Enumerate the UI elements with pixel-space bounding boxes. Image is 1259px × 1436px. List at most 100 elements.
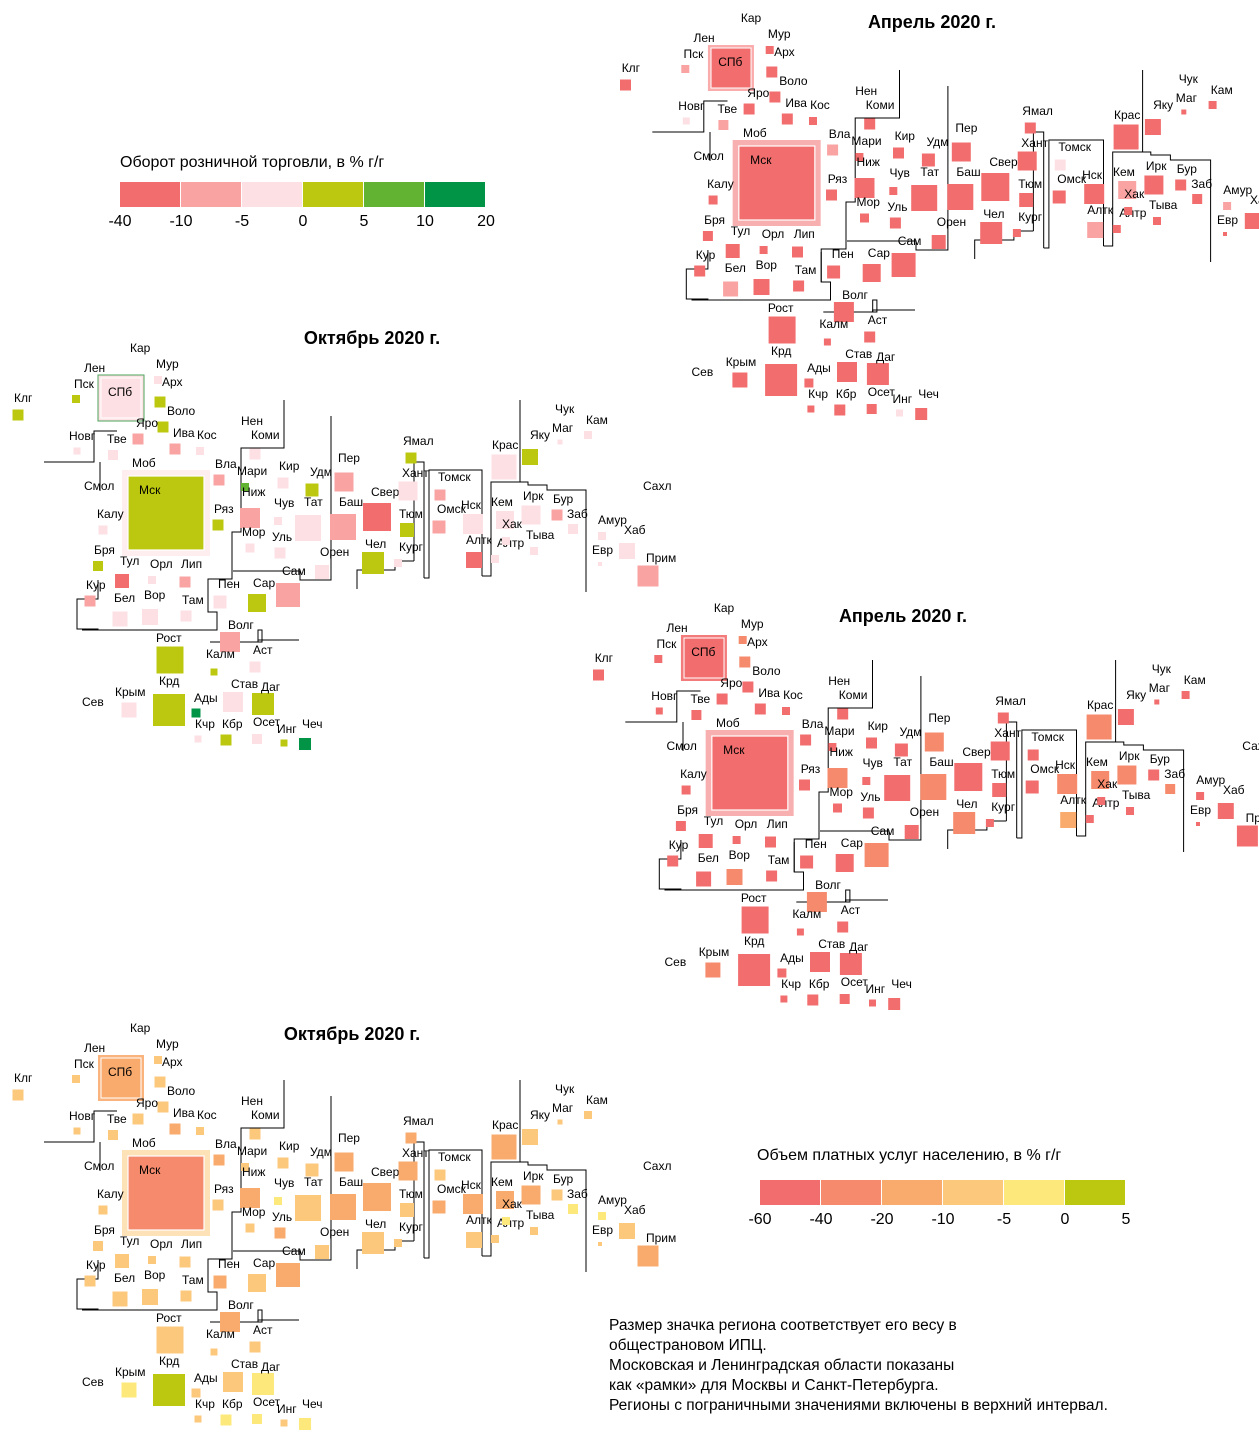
- region-tile: [654, 655, 663, 663]
- region-label: Заб: [1164, 767, 1185, 781]
- region-tile: [142, 1289, 158, 1305]
- region-label: Бел: [725, 261, 746, 275]
- region-label: Сар: [841, 836, 863, 850]
- region-tile: [132, 1113, 144, 1125]
- region-label: Воло: [779, 74, 808, 88]
- legend-swatch: [882, 1180, 942, 1205]
- region-label: Клг: [14, 391, 33, 405]
- region-tile: [1113, 124, 1139, 150]
- region-label: Баш: [339, 1175, 363, 1189]
- region-tile: [1175, 179, 1187, 191]
- region-label: Крас: [1114, 108, 1140, 122]
- region-tile: [400, 523, 414, 537]
- region-border: [1032, 131, 1045, 248]
- region-tile: [522, 1129, 538, 1145]
- region-label: Тыва: [526, 1208, 555, 1222]
- region-tile: [1052, 190, 1066, 204]
- region-label: Бур: [1177, 162, 1197, 176]
- region-tile: [766, 870, 778, 882]
- region-border: [257, 1319, 299, 1322]
- region-label: Кург: [399, 1220, 424, 1234]
- region-border: [207, 582, 263, 643]
- region-tile: [889, 187, 898, 195]
- legend-tick: 0: [299, 213, 308, 230]
- region-label: Там: [795, 263, 817, 277]
- region-label: Бур: [553, 1172, 573, 1186]
- region-tile: [710, 47, 752, 89]
- region-tile: [765, 46, 774, 54]
- region-label: Ирк: [523, 1169, 544, 1183]
- region-border: [793, 842, 851, 903]
- region-label: Уль: [272, 530, 292, 544]
- region-border: [691, 70, 900, 301]
- region-label: Прим: [646, 1231, 676, 1245]
- region-label: Калу: [680, 767, 707, 781]
- region-label: Тул: [120, 554, 139, 568]
- region-label: Омск: [437, 502, 467, 516]
- region-tile: [985, 819, 994, 827]
- region-tile: [1192, 194, 1203, 204]
- region-label: Тат: [920, 165, 939, 179]
- region-label: Кур: [86, 1258, 106, 1272]
- region-label: Волг: [842, 288, 868, 302]
- legend-tick: 5: [1122, 1211, 1131, 1228]
- region-tile: [893, 147, 904, 159]
- region-tile: [12, 409, 24, 421]
- region-label: Хаб: [1223, 783, 1245, 797]
- region-label: Крас: [492, 438, 518, 452]
- region-tile: [463, 1194, 483, 1214]
- region-tile: [732, 372, 748, 388]
- region-label: Кир: [279, 459, 300, 473]
- region-label: Алтк: [1060, 793, 1087, 807]
- legend-swatch: [943, 1180, 1003, 1205]
- region-tile: [530, 547, 538, 555]
- region-label: Хаб: [1250, 193, 1259, 207]
- region-label: Воло: [167, 404, 196, 418]
- region-tile: [920, 774, 947, 800]
- region-label: Бел: [698, 851, 719, 865]
- region-label: Чеч: [302, 1397, 323, 1411]
- region-tile: [620, 79, 631, 91]
- region-label: Яро: [747, 86, 769, 100]
- region-tile: [1181, 691, 1190, 699]
- region-label: Кем: [491, 495, 513, 509]
- region-tile: [496, 1191, 514, 1209]
- region-tile: [277, 477, 289, 489]
- region-label: Бря: [94, 1223, 115, 1237]
- region-label: Ямал: [1022, 104, 1053, 118]
- region-label: Рост: [741, 891, 767, 905]
- region-label: Ады: [194, 1371, 218, 1385]
- region-border: [482, 1080, 521, 1257]
- region-label: Кир: [895, 129, 916, 143]
- region-tile: [98, 525, 108, 535]
- region-tile: [496, 511, 514, 529]
- region-label: Крд: [771, 344, 791, 358]
- region-label: Сахл: [643, 1159, 671, 1173]
- legend-tick: 0: [1061, 1211, 1070, 1228]
- region-tile: [115, 574, 129, 588]
- region-tile: [884, 775, 911, 801]
- region-tile: [330, 514, 356, 540]
- region-label: Ниж: [242, 1165, 265, 1179]
- region-label: Хак: [502, 517, 523, 531]
- region-label: Тул: [731, 224, 750, 238]
- chart-title: Октябрь 2020 г.: [284, 1024, 420, 1044]
- region-label: Моб: [132, 1136, 156, 1150]
- region-tile: [169, 1123, 181, 1135]
- region-tile: [1085, 815, 1094, 823]
- region-tile: [276, 583, 300, 607]
- region-label: Инг: [866, 982, 886, 996]
- region-label: Кур: [696, 248, 716, 262]
- region-label: Алтк: [1087, 203, 1114, 217]
- chart-title: Апрель 2020 г.: [839, 606, 967, 626]
- region-label: Томск: [1058, 140, 1091, 154]
- region-label: Лип: [794, 227, 815, 241]
- region-tile: [1144, 119, 1161, 135]
- region-label: Пск: [74, 1057, 95, 1071]
- region-label: Ирк: [1146, 159, 1167, 173]
- region-label: Лен: [694, 31, 715, 45]
- region-label: Чел: [365, 537, 386, 551]
- region-label: Кем: [1113, 165, 1135, 179]
- region-tile: [598, 562, 602, 566]
- region-tile: [557, 1119, 563, 1125]
